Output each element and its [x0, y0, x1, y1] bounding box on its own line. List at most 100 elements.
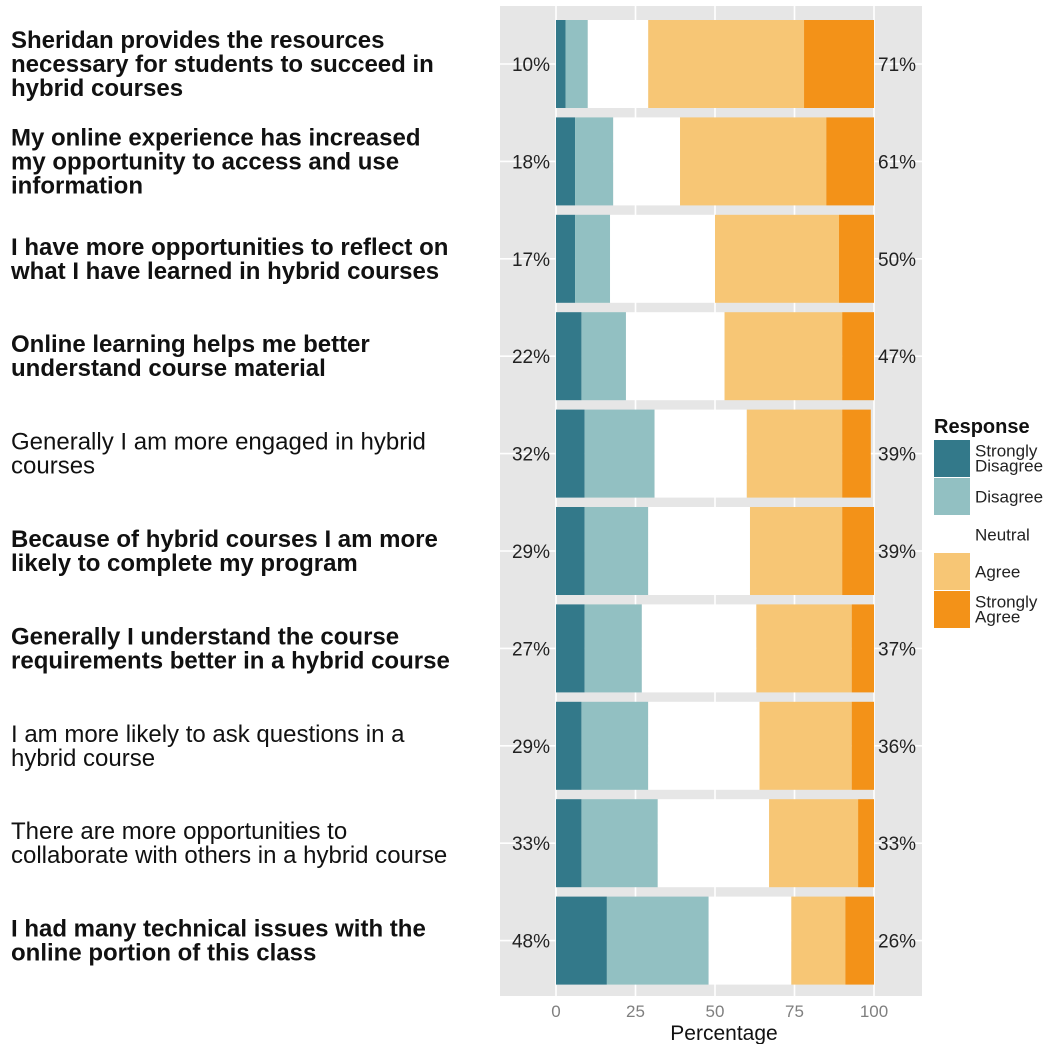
- legend-label: Agree: [975, 563, 1020, 582]
- bar-segment-agree: [749, 507, 843, 595]
- left-percent-label: 27%: [512, 639, 550, 660]
- bar-segment-strongly-disagree: [556, 701, 582, 790]
- left-percent-label: 22%: [512, 347, 550, 368]
- bar-group-10: [556, 896, 874, 985]
- item-label: My online experience has increased my opp…: [11, 124, 421, 199]
- bar-segment-neutral: [657, 799, 770, 888]
- bar-segment-agree: [791, 896, 846, 985]
- legend-key-disagree: [934, 478, 970, 515]
- bar-group-8: [556, 701, 874, 790]
- bar-segment-disagree: [581, 799, 658, 888]
- bar-segment-neutral: [648, 507, 750, 595]
- right-percent-label: 61%: [878, 152, 916, 173]
- bar-group-7: [556, 604, 874, 693]
- bar-segment-strongly-disagree: [556, 896, 607, 985]
- bar-segment-agree: [756, 604, 852, 693]
- item-label: I had many technical issues with the onli…: [11, 916, 426, 967]
- legend-item-agree: Agree: [934, 553, 1020, 590]
- legend-title: Response: [934, 416, 1030, 438]
- bar-segment-strongly-agree: [839, 214, 874, 303]
- legend-label: Neutral: [975, 526, 1030, 545]
- x-axis-title: Percentage: [670, 1022, 777, 1044]
- bar-group-3: [556, 214, 874, 303]
- left-percent-label: 29%: [512, 737, 550, 758]
- bar-group-5: [556, 409, 871, 498]
- bar-segment-neutral: [587, 20, 649, 108]
- bar-segment-disagree: [575, 214, 611, 303]
- legend-label: Strongly Disagree: [975, 442, 1043, 476]
- right-percent-label: 50%: [878, 250, 916, 271]
- bar-segment-disagree: [581, 312, 626, 401]
- item-label: Online learning helps me better understan…: [11, 331, 370, 382]
- left-percent-label: 29%: [512, 542, 550, 563]
- item-label: Generally I understand the course require…: [11, 623, 450, 674]
- left-percent-label: 17%: [512, 250, 550, 271]
- right-percent-label: 39%: [878, 542, 916, 563]
- left-percent-label: 10%: [512, 55, 550, 76]
- bar-segment-agree: [759, 701, 852, 790]
- bar-segment-disagree: [575, 117, 614, 206]
- bar-segment-strongly-disagree: [556, 20, 566, 108]
- bar-segment-strongly-agree: [826, 117, 874, 206]
- legend-key-strongly-disagree: [934, 440, 970, 477]
- bar-segment-agree: [769, 799, 859, 888]
- bar-segment-disagree: [584, 604, 642, 693]
- legend-key-strongly-agree: [934, 591, 970, 628]
- bar-segment-neutral: [625, 312, 725, 401]
- bar-segment-agree: [715, 214, 840, 303]
- bar-segment-disagree: [584, 409, 655, 498]
- left-percent-label: 48%: [512, 932, 550, 953]
- bar-group-2: [556, 117, 874, 206]
- item-label: I have more opportunities to reflect on w…: [10, 234, 448, 285]
- bar-segment-strongly-agree: [842, 507, 874, 595]
- right-percent-label: 39%: [878, 445, 916, 466]
- right-percent-label: 37%: [878, 639, 916, 660]
- legend-label: Strongly Agree: [975, 593, 1038, 627]
- legend-item-neutral: Neutral: [934, 516, 1030, 553]
- item-label: There are more opportunities to collabora…: [11, 818, 447, 869]
- bar-segment-strongly-disagree: [556, 409, 585, 498]
- item-label: I am more likely to ask questions in a hy…: [11, 721, 405, 772]
- bar-group-4: [556, 312, 874, 401]
- bar-segment-strongly-disagree: [556, 117, 576, 206]
- legend-label: Disagree: [975, 488, 1043, 507]
- left-percent-label: 32%: [512, 445, 550, 466]
- bar-segment-strongly-agree: [858, 799, 874, 888]
- legend-key-neutral: [934, 516, 970, 553]
- left-percent-label: 18%: [512, 152, 550, 173]
- x-tick-label: 0: [551, 1002, 560, 1021]
- right-percent-label: 26%: [878, 932, 916, 953]
- bar-segment-neutral: [641, 604, 757, 693]
- bar-group-6: [556, 507, 874, 595]
- right-percent-label: 36%: [878, 737, 916, 758]
- item-label: Generally I am more engaged in hybrid cou…: [11, 429, 426, 480]
- bar-segment-disagree: [565, 20, 588, 108]
- bar-segment-agree: [680, 117, 827, 206]
- item-label: Sheridan provides the resources necessary…: [11, 27, 434, 102]
- right-percent-label: 71%: [878, 55, 916, 76]
- bar-segment-strongly-disagree: [556, 604, 585, 693]
- bar-segment-strongly-agree: [804, 20, 874, 108]
- legend-item-disagree: Disagree: [934, 478, 1043, 515]
- bar-segment-strongly-agree: [842, 409, 871, 498]
- item-label: Because of hybrid courses I am more likel…: [11, 526, 438, 577]
- bar-segment-agree: [724, 312, 843, 401]
- bar-segment-neutral: [708, 896, 792, 985]
- x-tick-label: 75: [785, 1002, 804, 1021]
- right-percent-label: 47%: [878, 347, 916, 368]
- legend-key-agree: [934, 553, 970, 590]
- bar-segment-strongly-disagree: [556, 312, 582, 401]
- bar-segment-disagree: [606, 896, 709, 985]
- bar-segment-strongly-agree: [851, 701, 874, 790]
- bar-segment-agree: [746, 409, 843, 498]
- legend-item-strongly-agree: Strongly Agree: [934, 591, 1038, 628]
- left-percent-label: 33%: [512, 834, 550, 855]
- bar-segment-neutral: [654, 409, 747, 498]
- bar-group-1: [556, 20, 874, 108]
- bar-segment-strongly-disagree: [556, 214, 576, 303]
- x-tick-label: 25: [626, 1002, 645, 1021]
- bar-segment-strongly-disagree: [556, 799, 582, 888]
- bar-group-9: [556, 799, 874, 888]
- bar-segment-disagree: [584, 507, 649, 595]
